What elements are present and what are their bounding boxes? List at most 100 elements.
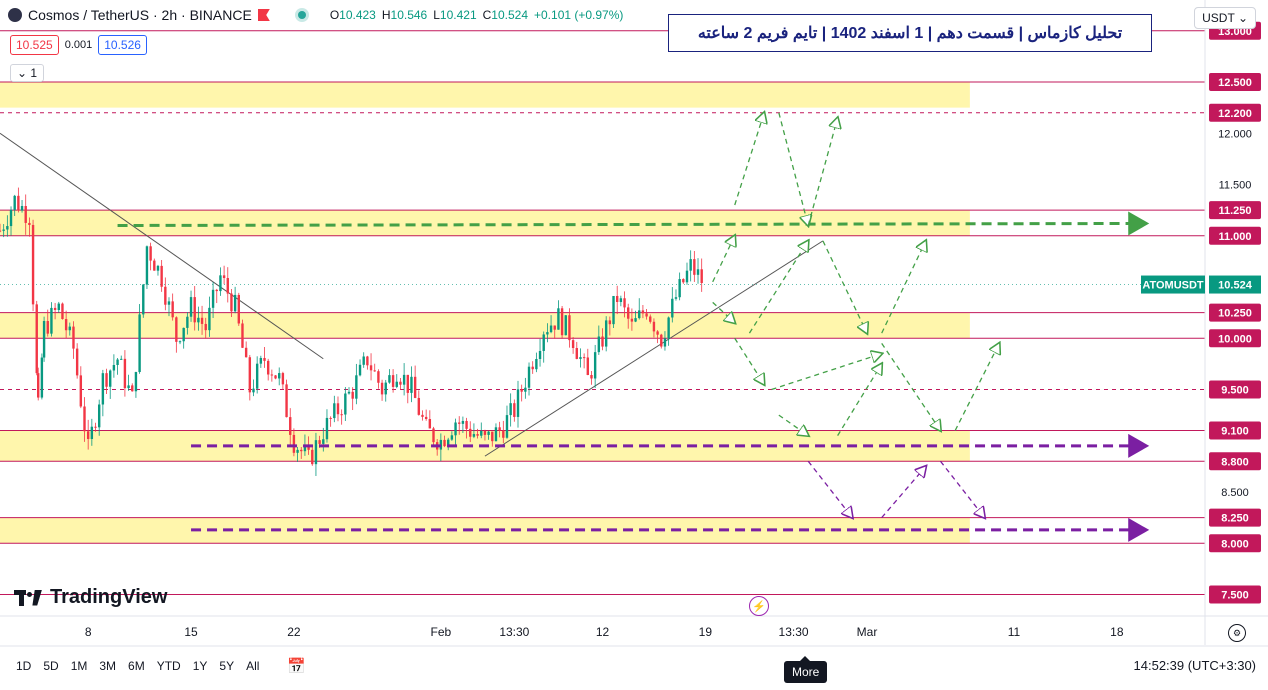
bottom-toolbar: 1D 5D 1M 3M 6M YTD 1Y 5Y All 📅 bbox=[0, 650, 1268, 682]
purple-scenario-arrow[interactable] bbox=[807, 460, 852, 517]
candle-body bbox=[524, 387, 527, 392]
candle-body bbox=[623, 298, 626, 308]
ohlc-value: 10.421 bbox=[439, 8, 477, 22]
candle-body bbox=[142, 284, 145, 315]
candle-body bbox=[123, 358, 127, 389]
time-tick-label: Feb bbox=[431, 625, 452, 639]
range-button-5y[interactable]: 5Y bbox=[219, 659, 235, 673]
price-level-label-bg bbox=[1209, 73, 1261, 91]
candle-body bbox=[274, 375, 277, 379]
trendline[interactable] bbox=[0, 132, 324, 360]
purple-scenario-arrow[interactable] bbox=[939, 460, 984, 517]
candle-body bbox=[553, 325, 556, 330]
candle-body bbox=[307, 446, 310, 450]
candle-body bbox=[259, 357, 263, 364]
candle-body bbox=[362, 356, 365, 365]
analysis-title[interactable]: تحلیل کازماس | قسمت دهم | 1 اسفند 1402 |… bbox=[668, 14, 1152, 52]
indicators-toggle[interactable]: ⌄ 1 bbox=[10, 64, 45, 82]
candle-body bbox=[164, 286, 167, 305]
range-button-all[interactable]: All bbox=[246, 659, 260, 673]
price-tick-label: 12.500 bbox=[1218, 77, 1252, 89]
green-scenario-arrow[interactable] bbox=[778, 414, 808, 436]
candle-body bbox=[252, 388, 255, 393]
green-scenario-arrow[interactable] bbox=[778, 112, 808, 226]
green-scenario-arrow[interactable] bbox=[954, 343, 999, 431]
cosmos-logo-icon bbox=[8, 8, 22, 22]
clock-display[interactable]: 14:52:39 (UTC+3:30) bbox=[1133, 658, 1256, 673]
green-scenario-arrow[interactable] bbox=[822, 240, 867, 333]
candle-body bbox=[627, 307, 630, 319]
buy-price-button[interactable]: 10.526 bbox=[98, 35, 147, 55]
candle-body bbox=[546, 332, 549, 335]
ohlc-value: 10.423 bbox=[339, 8, 376, 22]
currency-select[interactable]: USDT ⌄ bbox=[1194, 7, 1256, 29]
trendline[interactable] bbox=[484, 240, 824, 457]
support-resistance-zone[interactable] bbox=[0, 312, 970, 339]
candle-body bbox=[340, 414, 343, 416]
candle-body bbox=[476, 434, 479, 436]
ohlc-item: L10.421 bbox=[433, 8, 476, 22]
green-scenario-arrow[interactable] bbox=[734, 113, 764, 206]
range-button-1m[interactable]: 1M bbox=[70, 659, 88, 673]
candle-body bbox=[406, 374, 409, 393]
candle-body bbox=[178, 341, 182, 343]
ohlc-item: H10.546 bbox=[382, 8, 427, 22]
candle-body bbox=[211, 289, 215, 308]
green-scenario-arrow[interactable] bbox=[837, 364, 882, 436]
price-tick-label: 8.800 bbox=[1221, 456, 1249, 468]
green-scenario-arrow[interactable] bbox=[881, 241, 926, 334]
green-scenario-arrow[interactable] bbox=[712, 236, 735, 283]
range-button-ytd[interactable]: YTD bbox=[156, 659, 181, 673]
candle-body bbox=[24, 206, 27, 223]
candle-body bbox=[28, 222, 31, 225]
candle-body bbox=[171, 301, 174, 318]
ohlc-key: C bbox=[482, 8, 492, 22]
symbol-header[interactable]: Cosmos / TetherUS · 2h · BINANCE O10.423… bbox=[8, 7, 623, 23]
current-price-label-bg bbox=[1209, 275, 1261, 294]
candle-body bbox=[619, 298, 623, 302]
candle-body bbox=[579, 357, 582, 359]
currency-label: USDT bbox=[1202, 11, 1235, 25]
support-resistance-zone[interactable] bbox=[0, 82, 970, 108]
ohlc-item: C10.524 bbox=[483, 8, 528, 22]
flag-icon[interactable] bbox=[257, 9, 270, 21]
candle-body bbox=[491, 431, 494, 442]
gear-icon[interactable]: ⚙ bbox=[1228, 624, 1246, 642]
purple-scenario-arrow[interactable] bbox=[881, 466, 926, 519]
candle-body bbox=[186, 316, 189, 328]
candle-body bbox=[369, 365, 373, 371]
candle-body bbox=[513, 403, 516, 417]
green-long-arrow[interactable] bbox=[117, 211, 1150, 236]
green-scenario-arrow[interactable] bbox=[734, 337, 764, 384]
candle-body bbox=[109, 370, 112, 387]
price-level-label-bg bbox=[1209, 534, 1261, 553]
range-button-5d[interactable]: 5D bbox=[43, 659, 59, 673]
sell-price-button[interactable]: 10.525 bbox=[10, 35, 59, 55]
green-scenario-arrow[interactable] bbox=[771, 354, 881, 391]
green-scenario-arrow[interactable] bbox=[881, 343, 941, 430]
green-scenario-arrow[interactable] bbox=[807, 118, 837, 226]
green-scenario-arrow[interactable] bbox=[748, 241, 808, 334]
range-button-6m[interactable]: 6M bbox=[128, 659, 145, 673]
range-button-3m[interactable]: 3M bbox=[99, 659, 117, 673]
lightning-icon[interactable]: ⚡ bbox=[749, 596, 769, 616]
candle-body bbox=[604, 320, 608, 347]
candle-body bbox=[402, 374, 406, 385]
candle-body bbox=[149, 246, 152, 261]
calendar-range-icon[interactable]: 📅 bbox=[287, 658, 307, 675]
candle-body bbox=[193, 297, 196, 323]
time-tick-label: 13:30 bbox=[779, 625, 809, 639]
candle-body bbox=[219, 275, 222, 292]
candle-body bbox=[358, 364, 362, 376]
range-button-1d[interactable]: 1D bbox=[16, 659, 32, 673]
symbol-title[interactable]: Cosmos / TetherUS · 2h · BINANCE bbox=[28, 7, 252, 23]
range-button-1y[interactable]: 1Y bbox=[192, 659, 208, 673]
ohlc-value: 10.524 bbox=[491, 8, 528, 22]
candle-body bbox=[134, 372, 138, 392]
candle-body bbox=[94, 426, 97, 428]
candle-body bbox=[443, 439, 446, 447]
candle-body bbox=[226, 278, 229, 294]
tradingview-logo[interactable]: TradingView bbox=[14, 586, 167, 609]
candle-body bbox=[527, 366, 531, 388]
